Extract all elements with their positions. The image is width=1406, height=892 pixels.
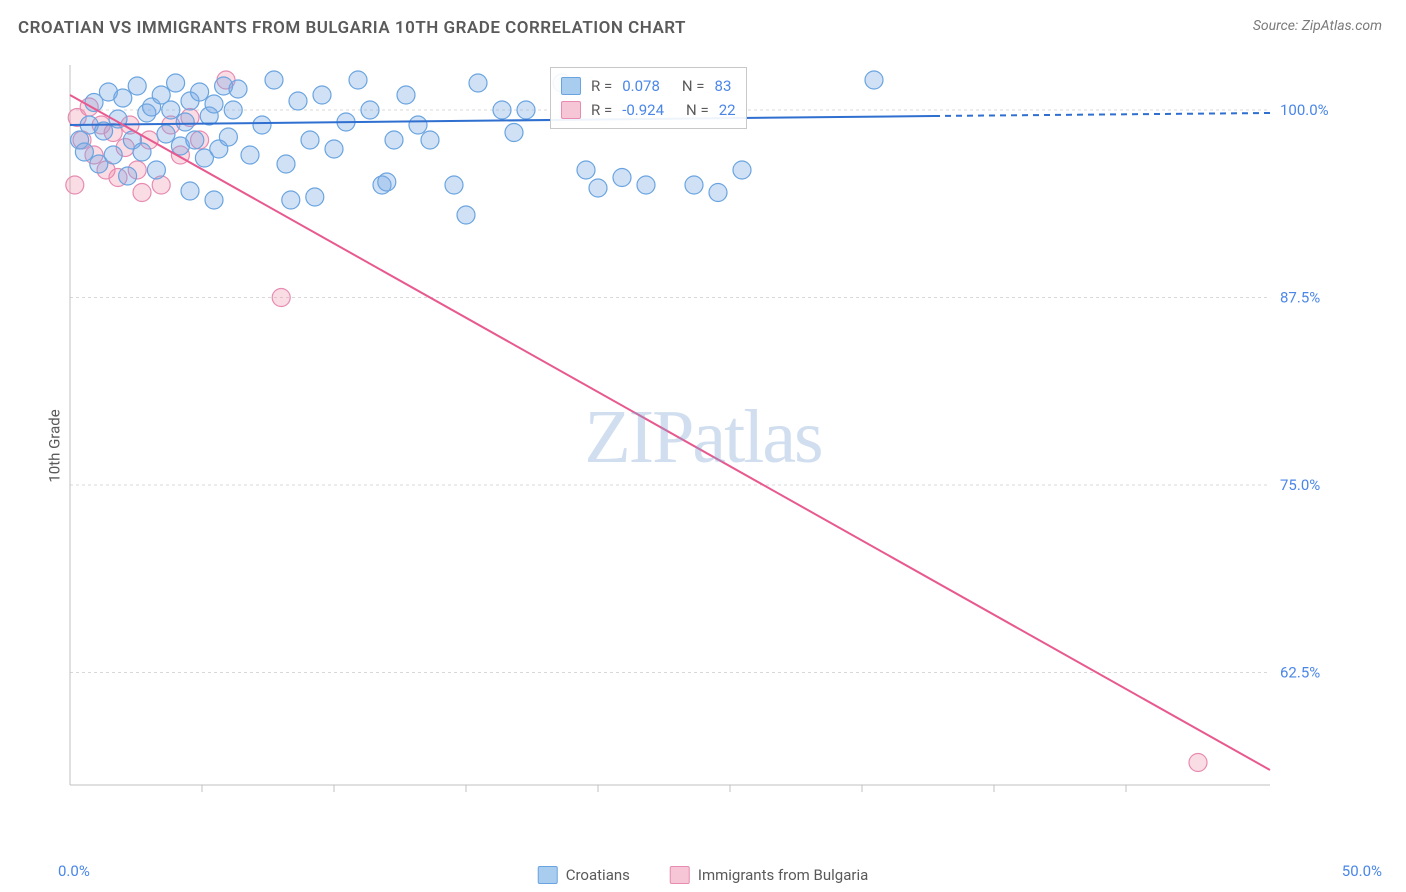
stats-n-label-2: N = [686,98,709,122]
stats-r-label-1: R = [591,74,612,98]
svg-text:100.0%: 100.0% [1280,101,1329,119]
svg-text:75.0%: 75.0% [1280,476,1320,494]
x-tick-0: 0.0% [58,862,90,880]
chart-svg: 62.5% 75.0% 87.5% 100.0% [60,55,1340,815]
stats-r-label-2: R = [591,98,612,122]
legend-swatch-croatians [538,866,558,884]
chart-source: Source: ZipAtlas.com [1253,18,1382,34]
stats-n-label-1: N = [682,74,705,98]
svg-text:62.5%: 62.5% [1280,664,1320,682]
plot-area: 62.5% 75.0% 87.5% 100.0% [60,55,1340,815]
legend-label-bulgaria: Immigrants from Bulgaria [698,866,868,884]
stats-r-bulgaria: -0.924 [622,98,664,122]
legend-item-bulgaria: Immigrants from Bulgaria [670,866,868,884]
svg-text:87.5%: 87.5% [1280,289,1320,307]
bottom-legend: Croatians Immigrants from Bulgaria [538,866,869,884]
legend-swatch-bulgaria [670,866,690,884]
chart-title: CROATIAN VS IMMIGRANTS FROM BULGARIA 10T… [18,18,686,38]
stats-box: R = 0.078 N = 83 R = -0.924 N = 22 [550,67,747,129]
x-tick-1: 50.0% [1342,862,1382,880]
stats-swatch-croatians [561,77,581,95]
legend-item-croatians: Croatians [538,866,630,884]
stats-r-croatians: 0.078 [622,74,660,98]
stats-n-bulgaria: 22 [719,98,736,122]
stats-row-bulgaria: R = -0.924 N = 22 [561,98,736,122]
stats-n-croatians: 83 [715,74,732,98]
legend-label-croatians: Croatians [566,866,630,884]
stats-swatch-bulgaria [561,101,581,119]
stats-row-croatians: R = 0.078 N = 83 [561,74,736,98]
